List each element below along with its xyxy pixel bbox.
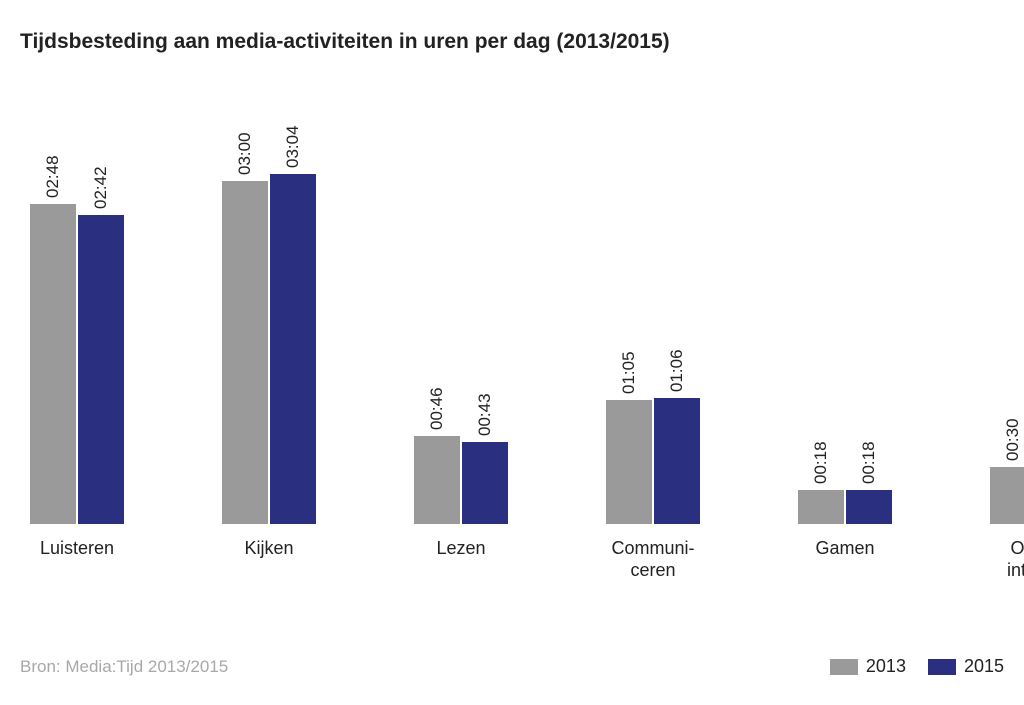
legend-item: 2013 xyxy=(830,656,906,677)
bar-value-label: 01:05 xyxy=(619,352,639,401)
x-axis: LuisterenKijkenLezenCommuni-cerenGamenOv… xyxy=(20,524,1004,584)
legend-item: 2015 xyxy=(928,656,1004,677)
bar-value-label: 03:04 xyxy=(283,125,303,174)
chart: 02:4802:4203:0003:0400:4600:4301:0501:06… xyxy=(20,64,1004,584)
bar-2013: 00:30 xyxy=(990,467,1024,524)
bar-group: 00:3000:18 xyxy=(990,467,1024,524)
x-axis-label: Communi-ceren xyxy=(586,538,720,581)
bar-value-label: 03:00 xyxy=(235,133,255,182)
bar-2015: 03:04 xyxy=(270,174,316,524)
plot-area: 02:4802:4203:0003:0400:4600:4301:0501:06… xyxy=(20,64,1004,524)
bar-2015: 00:43 xyxy=(462,442,508,524)
x-axis-label: Gamen xyxy=(778,538,912,560)
bar-value-label: 01:06 xyxy=(667,350,687,399)
legend-label: 2015 xyxy=(964,656,1004,677)
bar-group: 00:1800:18 xyxy=(798,490,892,524)
x-axis-label: Kijken xyxy=(202,538,336,560)
bar-group: 02:4802:42 xyxy=(30,204,124,524)
bar-group: 01:0501:06 xyxy=(606,398,700,524)
source-text: Bron: Media:Tijd 2013/2015 xyxy=(20,657,228,677)
bar-value-label: 00:43 xyxy=(475,394,495,443)
bar-value-label: 02:48 xyxy=(43,155,63,204)
bar-2013: 00:46 xyxy=(414,436,460,524)
bar-2013: 01:05 xyxy=(606,400,652,524)
legend-swatch xyxy=(928,659,956,675)
chart-title: Tijdsbesteding aan media-activiteiten in… xyxy=(20,30,1004,54)
bar-value-label: 02:42 xyxy=(91,167,111,216)
bar-2015: 02:42 xyxy=(78,215,124,524)
chart-footer: Bron: Media:Tijd 2013/2015 2013 2015 xyxy=(20,656,1004,677)
bar-value-label: 00:18 xyxy=(859,441,879,490)
x-axis-label: Overiginternet xyxy=(970,538,1024,581)
bar-value-label: 00:30 xyxy=(1003,418,1023,467)
legend-swatch xyxy=(830,659,858,675)
page: Tijdsbesteding aan media-activiteiten in… xyxy=(0,0,1024,705)
bar-2015: 01:06 xyxy=(654,398,700,524)
x-axis-label: Luisteren xyxy=(10,538,144,560)
bar-2013: 02:48 xyxy=(30,204,76,524)
bar-2015: 00:18 xyxy=(846,490,892,524)
legend: 2013 2015 xyxy=(830,656,1004,677)
legend-label: 2013 xyxy=(866,656,906,677)
bar-group: 00:4600:43 xyxy=(414,436,508,524)
bar-group: 03:0003:04 xyxy=(222,174,316,524)
x-axis-label: Lezen xyxy=(394,538,528,560)
bar-value-label: 00:46 xyxy=(427,388,447,437)
bar-2013: 00:18 xyxy=(798,490,844,524)
bar-2013: 03:00 xyxy=(222,181,268,524)
bar-value-label: 00:18 xyxy=(811,441,831,490)
